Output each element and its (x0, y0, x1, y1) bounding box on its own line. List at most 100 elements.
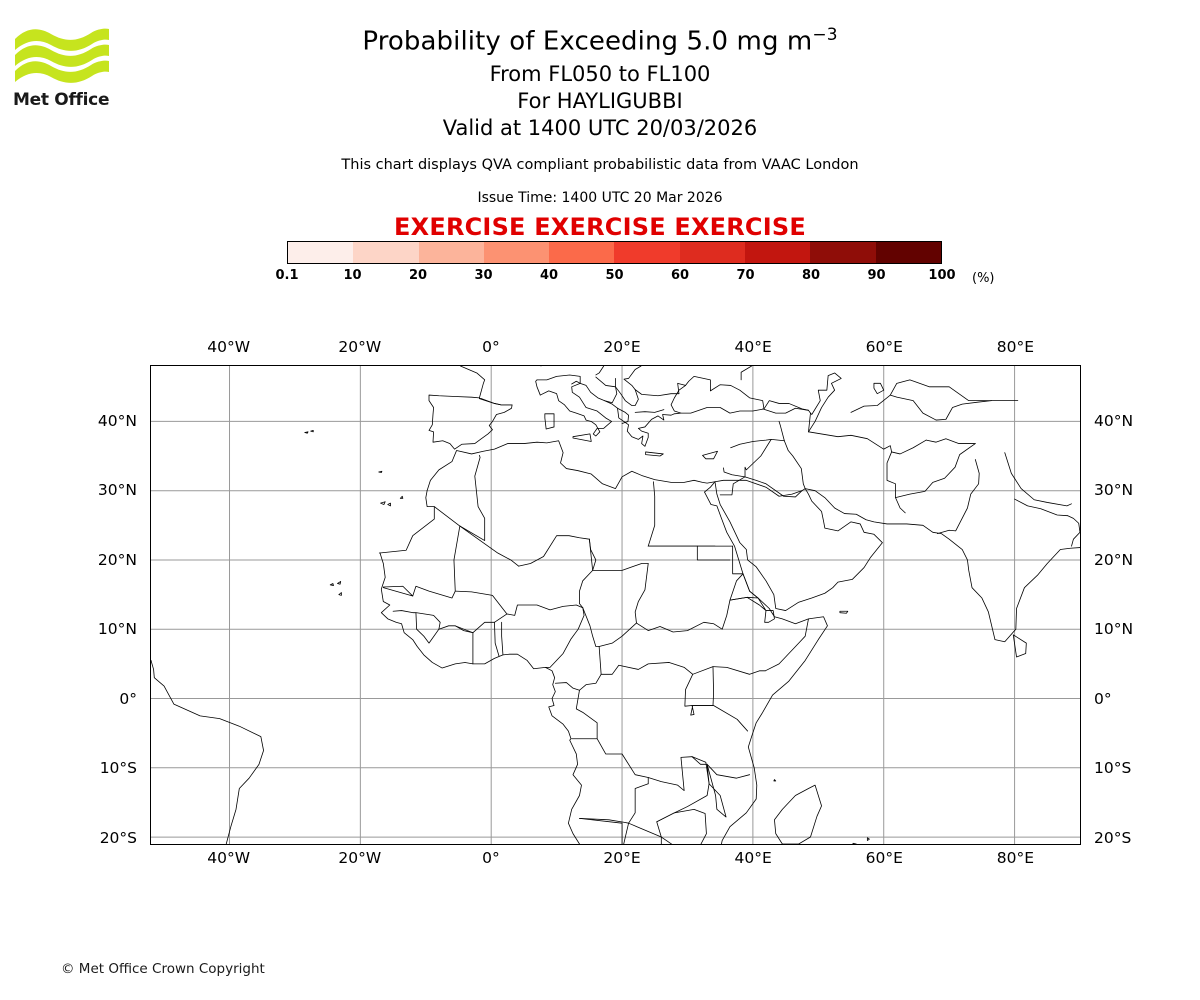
coast-canary3 (399, 495, 404, 499)
border-eritrea (729, 573, 767, 611)
border-romania-bulgaria (634, 389, 680, 397)
border-togo-benin (501, 621, 504, 656)
colorbar-tick-70: 70 (736, 268, 755, 283)
border-sudan-south (636, 596, 759, 633)
border-bulgaria-greece (634, 409, 665, 413)
border-ghana-togo (494, 621, 500, 657)
lat-tick-left-20°N: 20°N (97, 550, 137, 569)
colorbar-tick-20: 20 (408, 268, 428, 283)
border-turkey-iran (778, 421, 785, 442)
border-france-italy (535, 379, 541, 396)
lon-tick-40°E: 40°E (734, 338, 772, 356)
border-chad-niger (579, 538, 594, 609)
issue-time: Issue Time: 1400 UTC 20 Mar 2026 (477, 190, 723, 206)
border-egypt-libya (647, 481, 656, 547)
lat-tick-right-10°N: 10°N (1094, 620, 1134, 639)
colorbar-tick-100: 100 (928, 268, 956, 283)
colorbar-segment-5 (614, 242, 680, 263)
coast-cyprus (702, 450, 718, 460)
valid-time: Valid at 1400 UTC 20/03/2026 (442, 116, 758, 140)
coast-south-america (151, 660, 264, 844)
lon-tick-80°E: 80°E (996, 849, 1035, 867)
coast-canary (380, 501, 386, 505)
colorbar-segment-3 (483, 242, 550, 263)
border-sudan-ethiopia (732, 545, 744, 575)
coast-north-africa (426, 440, 716, 492)
border-india-nepal (1014, 498, 1068, 517)
border-jordan-saudi (719, 476, 746, 496)
lat-tick-right-0°: 0° (1094, 689, 1112, 708)
border-alps (536, 374, 581, 384)
coast-france-bay (460, 366, 486, 399)
map-gridlines (151, 366, 1080, 844)
coast-red-sea-west (704, 481, 716, 493)
colorbar-segment-1 (353, 242, 419, 263)
colorbar-tick-0.1: 0.1 (275, 268, 299, 283)
border-guinea-block (392, 610, 441, 644)
border-india-china (1004, 452, 1072, 507)
coast-mauritius (866, 837, 870, 841)
border-morocco-algeria (433, 454, 486, 541)
border-iran-turkmenistan (808, 431, 893, 453)
probability-colorbar (287, 241, 942, 264)
border-niger-algeria (518, 535, 590, 567)
border-turkmen-uzbek (850, 394, 937, 421)
coast-madagascar (774, 784, 822, 844)
lon-tick-60°E: 60°E (865, 849, 903, 867)
lon-tick-0°: 0° (482, 849, 500, 867)
border-nigeria-cameroon (545, 607, 585, 668)
map-coastlines-and-borders (151, 366, 1080, 844)
border-ivory-ghana (438, 625, 474, 665)
colorbar-tick-60: 60 (670, 268, 690, 283)
colorbar-tick-50: 50 (605, 268, 624, 283)
lon-tick-40°W: 40°W (207, 338, 251, 356)
border-malawi (706, 763, 727, 818)
lat-tick-right-10°S: 10°S (1094, 759, 1132, 778)
lat-tick-left-10°S: 10°S (99, 759, 137, 778)
lon-tick-20°W: 20°W (338, 338, 382, 356)
colorbar-segment-6 (679, 242, 746, 263)
lon-tick-40°E: 40°E (734, 849, 772, 867)
border-ukraine-russia (740, 366, 753, 381)
lon-tick-0°: 0° (482, 338, 500, 356)
coast-sardinia (544, 413, 555, 430)
border-westsahara (378, 490, 435, 554)
border-aral (873, 382, 885, 395)
coast-africa-east (704, 491, 828, 844)
coast-arabia (714, 479, 883, 611)
lat-tick-left-0°: 0° (119, 689, 137, 708)
border-serbia-etc (615, 378, 639, 406)
border-croatia-bosnia (595, 376, 618, 404)
border-tanzania-kenya (691, 705, 749, 732)
border-mauritania-senegal (382, 585, 414, 597)
border-uzbek-tajik (935, 400, 993, 421)
lat-tick-right-40°N: 40°N (1094, 411, 1134, 430)
lat-tick-left-20°S: 20°S (99, 829, 137, 848)
border-hungary-romania (623, 366, 642, 390)
map-canvas (151, 366, 1080, 844)
page-title: Probability of Exceeding 5.0 mg m−3 (0, 25, 1200, 57)
lon-tick-20°E: 20°E (603, 849, 641, 867)
border-caspian (808, 372, 842, 433)
border-tajik-afghan (925, 438, 976, 444)
coast-balkans (579, 382, 682, 447)
map-plot-area[interactable] (150, 365, 1081, 845)
border-mauritania-mali (412, 525, 461, 599)
border-kazakh (889, 379, 1019, 402)
lon-tick-20°E: 20°E (603, 338, 641, 356)
coast-sicily (572, 433, 592, 442)
border-albania-greece (617, 407, 629, 424)
colorbar-tick-80: 80 (801, 268, 821, 283)
flight-level-range: From FL050 to FL100 (489, 62, 711, 86)
border-zimbabwe (656, 808, 707, 844)
border-caucasus (762, 407, 811, 433)
border-iraq-iran (783, 440, 806, 489)
border-iraq-saudi (744, 476, 803, 498)
border-moldova (677, 382, 686, 395)
lon-tick-40°W: 40°W (207, 849, 251, 867)
page-title-text: Probability of Exceeding 5.0 mg m (362, 26, 813, 57)
border-niger-nigeria (506, 604, 584, 616)
lat-tick-left-10°N: 10°N (97, 620, 137, 639)
colorbar-segment-2 (418, 242, 484, 263)
colorbar-tick-40: 40 (539, 268, 559, 283)
